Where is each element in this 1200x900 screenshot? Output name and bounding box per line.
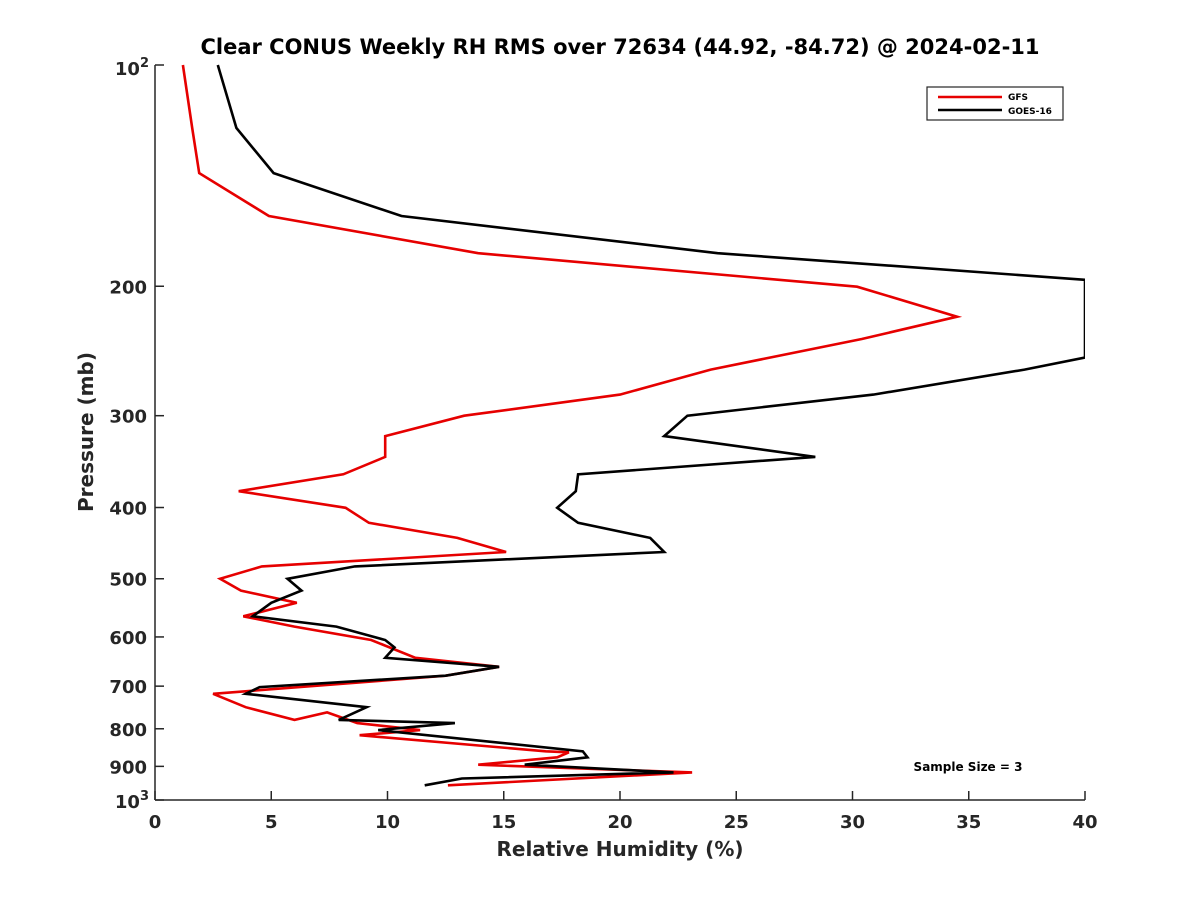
y-tick-label: 300 <box>109 407 147 428</box>
x-tick-label: 20 <box>607 812 632 833</box>
y-tick-label: 500 <box>109 570 147 591</box>
x-tick-label: 40 <box>1072 812 1097 833</box>
sample-size-annotation: Sample Size = 3 <box>914 760 1023 774</box>
series-line-gfs <box>181 64 963 787</box>
legend-label-goes16: GOES-16 <box>1008 107 1052 117</box>
y-axis-ticks: 102 200 300 400 500 600 700 800 900 103 <box>109 56 164 813</box>
x-axis-label: Relative Humidity (%) <box>496 837 743 861</box>
x-tick-label: 25 <box>724 812 749 833</box>
y-tick-label: 800 <box>109 720 147 741</box>
legend: GFS GOES-16 <box>926 86 1064 121</box>
legend-box <box>926 86 1064 121</box>
y-axis-label: Pressure (mb) <box>74 352 98 512</box>
x-tick-label: 0 <box>149 812 162 833</box>
series-line-goes16 <box>216 64 1085 787</box>
y-tick-label: 102 <box>115 56 149 80</box>
x-tick-label: 35 <box>956 812 981 833</box>
chart-title: Clear CONUS Weekly RH RMS over 72634 (44… <box>200 35 1039 59</box>
x-axis-ticks: 0 5 10 15 20 25 30 35 40 <box>149 791 1098 833</box>
x-tick-label: 15 <box>491 812 516 833</box>
y-tick-label: 700 <box>109 677 147 698</box>
y-tick-label: 200 <box>109 277 147 298</box>
y-tick-label: 900 <box>109 757 147 778</box>
x-tick-label: 10 <box>375 812 400 833</box>
plot-area: 0 5 10 15 20 25 30 35 40 102 200 300 400 500 600 700 80… <box>109 56 1097 833</box>
y-tick-label: 400 <box>109 499 147 520</box>
x-tick-label: 30 <box>840 812 865 833</box>
legend-label-gfs: GFS <box>1008 93 1028 103</box>
y-tick-label: 103 <box>115 789 149 813</box>
series-layer <box>181 64 1085 787</box>
y-tick-label: 600 <box>109 628 147 649</box>
x-tick-label: 5 <box>265 812 278 833</box>
